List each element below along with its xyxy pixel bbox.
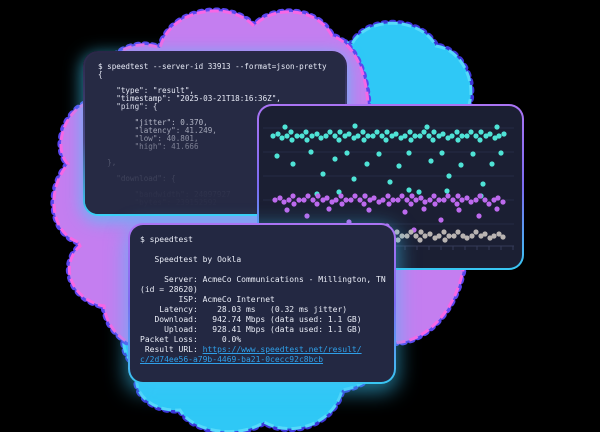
result-command: $ speedtest — [140, 235, 193, 244]
terminal-result-text: $ speedtest Speedtest by Ookla Server: A… — [130, 225, 394, 365]
result-body: Speedtest by Ookla Server: AcmeCo Commun… — [140, 255, 386, 354]
result-url-link[interactable]: https://www.speedtest.net/result/ c/2d74… — [140, 345, 362, 364]
terminal-window-speedtest-result: $ speedtest Speedtest by Ookla Server: A… — [128, 223, 396, 384]
